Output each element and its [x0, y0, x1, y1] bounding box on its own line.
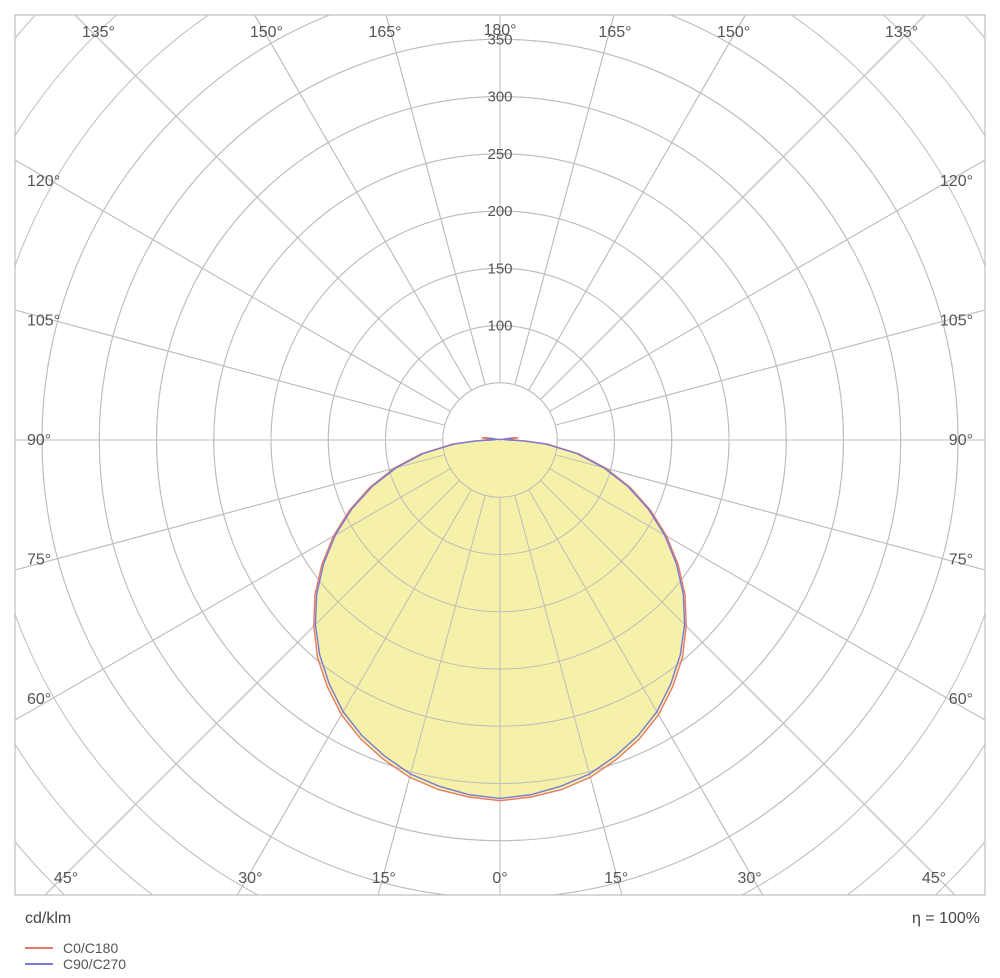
angle-label: 150° — [717, 24, 750, 41]
angle-label: 15° — [604, 870, 628, 887]
angle-label: 45° — [922, 870, 946, 887]
angle-label: 30° — [738, 870, 762, 887]
polar-chart: 100150200250300350135°150°165°180°165°15… — [0, 0, 1000, 905]
angle-label: 150° — [250, 24, 283, 41]
angle-label: 90° — [949, 432, 973, 449]
angle-label: 60° — [949, 691, 973, 708]
angle-label: 120° — [27, 173, 60, 190]
radial-label: 250 — [487, 146, 512, 163]
chart-container: 100150200250300350135°150°165°180°165°15… — [0, 0, 1000, 978]
radial-label: 100 — [487, 318, 512, 335]
legend-swatch — [25, 947, 53, 949]
angle-label: 15° — [372, 870, 396, 887]
angle-label: 105° — [27, 312, 60, 329]
radial-label: 200 — [487, 203, 512, 220]
legend-swatch — [25, 963, 53, 965]
legend-item: C90/C270 — [25, 956, 126, 972]
legend-label: C90/C270 — [63, 956, 126, 972]
angle-label: 90° — [27, 432, 51, 449]
angle-label: 120° — [940, 173, 973, 190]
angle-label: 75° — [27, 552, 51, 569]
legend: C0/C180C90/C270 — [0, 940, 126, 972]
angle-label: 135° — [82, 24, 115, 41]
angle-label: 0° — [492, 870, 507, 887]
angle-label: 180° — [483, 22, 516, 39]
legend-label: C0/C180 — [63, 940, 118, 956]
angle-label: 165° — [598, 24, 631, 41]
footer-row: cd/klm η = 100% — [0, 910, 1000, 928]
angle-label: 75° — [949, 552, 973, 569]
angle-label: 165° — [368, 24, 401, 41]
angle-label: 30° — [238, 870, 262, 887]
radial-label: 150 — [487, 260, 512, 277]
unit-label: cd/klm — [25, 910, 71, 928]
angle-label: 45° — [54, 870, 78, 887]
efficiency-label: η = 100% — [912, 910, 980, 928]
angle-label: 135° — [885, 24, 918, 41]
angle-label: 105° — [940, 312, 973, 329]
radial-label: 300 — [487, 89, 512, 106]
legend-item: C0/C180 — [25, 940, 126, 956]
angle-label: 60° — [27, 691, 51, 708]
